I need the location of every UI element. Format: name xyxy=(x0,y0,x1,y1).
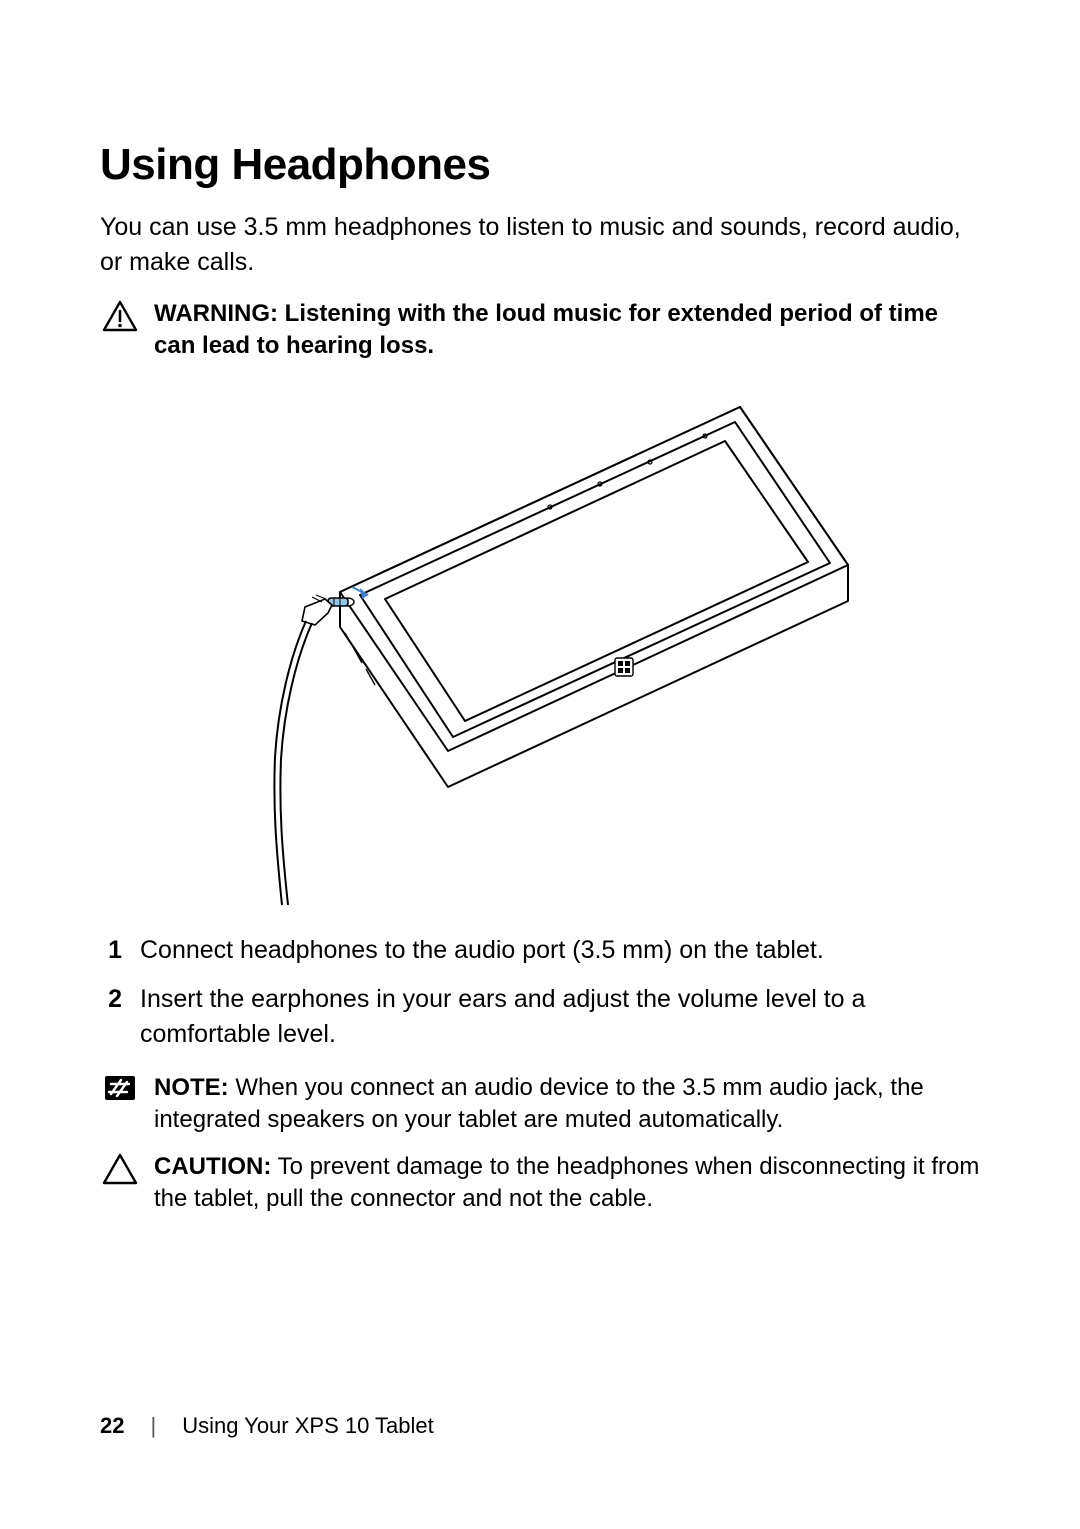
page-title: Using Headphones xyxy=(100,140,980,190)
step-text: Connect headphones to the audio port (3.… xyxy=(140,933,824,968)
warning-label: WARNING: xyxy=(154,300,278,327)
page-number: 22 xyxy=(100,1413,124,1439)
warning-text: WARNING: Listening with the loud music f… xyxy=(154,298,980,363)
note-label: NOTE: xyxy=(154,1074,229,1101)
step-item: Insert the earphones in your ears and ad… xyxy=(100,982,980,1052)
warning-callout: WARNING: Listening with the loud music f… xyxy=(100,298,980,363)
page-footer: 22 | Using Your XPS 10 Tablet xyxy=(100,1413,434,1439)
steps-list: Connect headphones to the audio port (3.… xyxy=(100,933,980,1052)
step-text: Insert the earphones in your ears and ad… xyxy=(140,982,980,1052)
note-body: When you connect an audio device to the … xyxy=(154,1074,924,1133)
note-callout: NOTE: When you connect an audio device t… xyxy=(100,1072,980,1137)
caution-label: CAUTION: xyxy=(154,1153,271,1180)
caution-callout: CAUTION: To prevent damage to the headph… xyxy=(100,1151,980,1216)
caution-body: To prevent damage to the headphones when… xyxy=(154,1153,979,1212)
note-icon xyxy=(100,1072,140,1102)
note-text: NOTE: When you connect an audio device t… xyxy=(154,1072,980,1137)
footer-section: Using Your XPS 10 Tablet xyxy=(182,1413,434,1439)
intro-paragraph: You can use 3.5 mm headphones to listen … xyxy=(100,210,980,280)
tablet-headphone-figure xyxy=(100,377,980,907)
step-item: Connect headphones to the audio port (3.… xyxy=(100,933,980,968)
warning-icon xyxy=(100,298,140,332)
footer-separator: | xyxy=(150,1413,156,1439)
caution-text: CAUTION: To prevent damage to the headph… xyxy=(154,1151,980,1216)
caution-icon xyxy=(100,1151,140,1185)
